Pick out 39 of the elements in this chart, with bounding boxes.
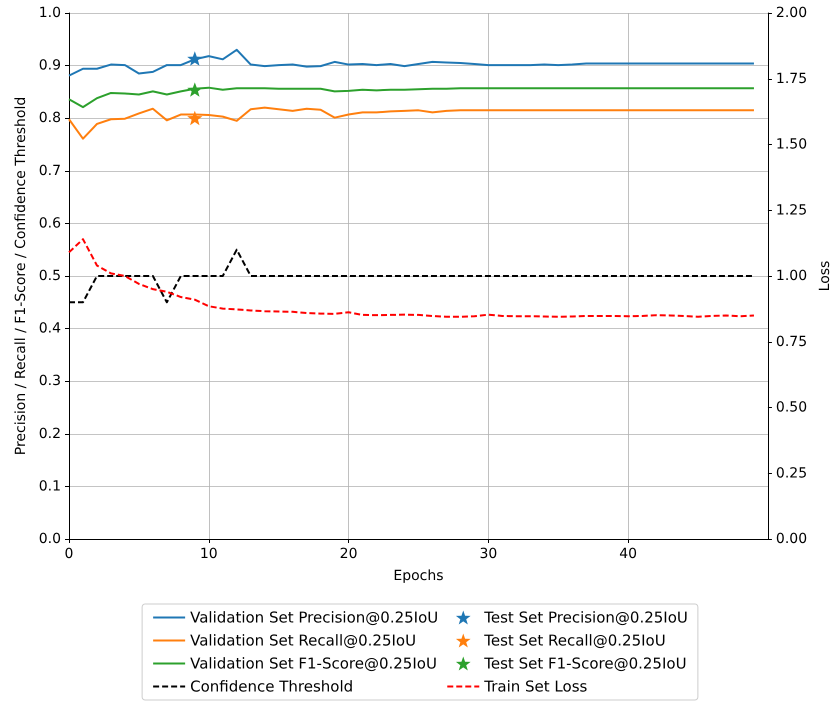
line-series: [68, 238, 755, 318]
y2-tick-label: 0.75: [776, 334, 808, 350]
y-tick-label: 0.2: [38, 426, 61, 442]
y2-tick-label: 1.75: [776, 70, 808, 87]
y-tick-label: 0.9: [38, 58, 61, 74]
y-tick-label: 0.0: [38, 531, 61, 547]
y-tick-label: 0.1: [38, 478, 61, 494]
y-axis-title: Precision / Recall / F1-Score / Confidence Threshold: [12, 96, 29, 456]
y-tick-label: 0.5: [38, 268, 61, 284]
legend-label: Confidence Threshold: [190, 678, 354, 696]
x-tick-label: 40: [619, 546, 638, 562]
line-series: [68, 106, 755, 140]
x-tick-label: 30: [479, 546, 498, 562]
x-tick-label: 0: [64, 546, 74, 562]
x-tick-label: 20: [340, 546, 358, 562]
legend-label: Test Set F1-Score@0.25IoU: [483, 654, 687, 672]
y2-tick-label: 0.00: [776, 531, 808, 547]
y-tick-label: 0.8: [38, 110, 61, 126]
y2-tick-label: 0.50: [776, 400, 808, 416]
y2-tick-label: 1.50: [776, 136, 808, 152]
y2-tick-label: 2.00: [776, 5, 808, 21]
y-tick-label: 0.3: [38, 373, 61, 390]
y-tick-label: 0.6: [38, 215, 62, 232]
line-series: [68, 48, 755, 77]
legend-label: Test Set Precision@0.25IoU: [483, 608, 688, 626]
y-tick-label: 1.0: [38, 5, 61, 21]
y-tick-label: 0.7: [38, 162, 61, 179]
y-tick-label: 0.4: [38, 320, 62, 337]
legend-label: Test Set Recall@0.25IoU: [483, 632, 666, 650]
legend-label: Validation Set Recall@0.25IoU: [190, 632, 416, 650]
legend-label: Validation Set F1-Score@0.25IoU: [190, 654, 437, 672]
x-tick-label: 10: [200, 546, 218, 562]
y2-axis-title: Loss: [817, 260, 833, 292]
legend-label: Validation Set Precision@0.25IoU: [190, 608, 438, 626]
y2-tick-label: 1.00: [776, 268, 808, 284]
legend-label: Train Set Loss: [483, 678, 588, 696]
y2-tick-label: 0.25: [776, 465, 808, 482]
x-axis-title: Epochs: [393, 568, 444, 584]
y2-tick-label: 1.25: [776, 202, 808, 218]
